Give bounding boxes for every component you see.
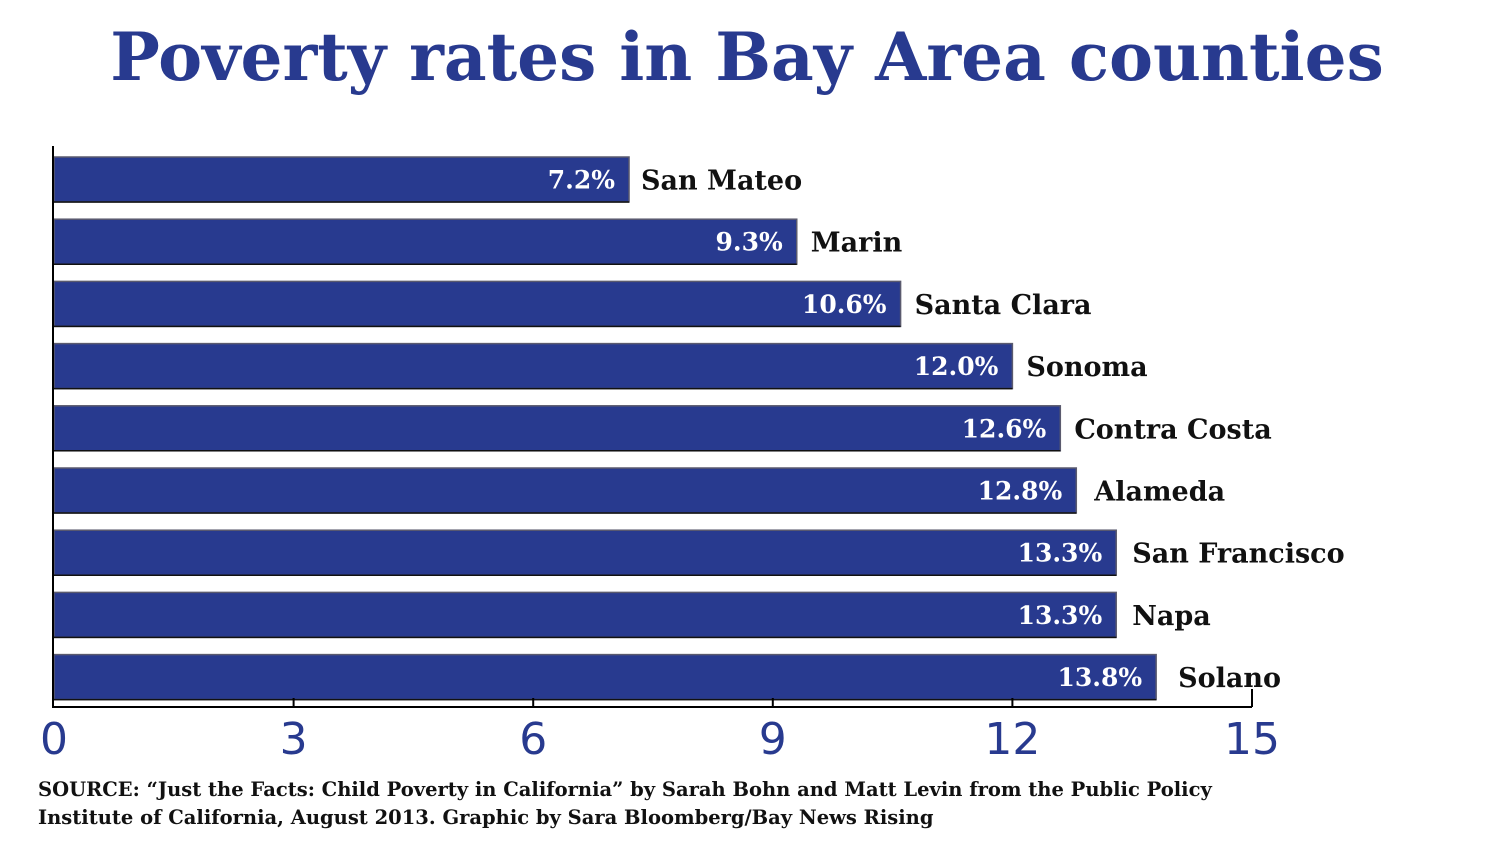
x-tick-label: 9 bbox=[759, 714, 787, 765]
x-tick-label: 3 bbox=[280, 714, 308, 765]
value-label: 12.8% bbox=[978, 477, 1063, 506]
source-line-1: SOURCE: “Just the Facts: Child Poverty i… bbox=[38, 778, 1212, 801]
bar bbox=[53, 529, 1117, 576]
category-label: Contra Costa bbox=[1074, 414, 1271, 445]
value-label: 13.3% bbox=[1018, 601, 1103, 630]
bar bbox=[53, 342, 1014, 390]
value-label: 10.6% bbox=[802, 290, 887, 319]
category-label: Santa Clara bbox=[915, 290, 1092, 321]
category-label: San Francisco bbox=[1132, 539, 1344, 570]
bar bbox=[53, 218, 798, 265]
category-label: Sonoma bbox=[1026, 352, 1147, 383]
category-label: San Mateo bbox=[641, 166, 802, 197]
category-label: Marin bbox=[811, 228, 903, 259]
value-label: 9.3% bbox=[716, 228, 783, 257]
bar bbox=[53, 156, 630, 203]
category-label: Solano bbox=[1178, 663, 1281, 694]
value-label: 12.0% bbox=[914, 352, 999, 381]
x-tick-label: 15 bbox=[1224, 714, 1280, 765]
axes-group: 0 3 6 9 12 15 bbox=[40, 146, 1280, 765]
bar bbox=[53, 653, 1157, 701]
category-label: Napa bbox=[1132, 601, 1211, 632]
value-label: 7.2% bbox=[548, 166, 615, 195]
x-tick-label: 12 bbox=[984, 714, 1040, 765]
source-line-2: Institute of California, August 2013. Gr… bbox=[38, 806, 934, 829]
bar bbox=[53, 591, 1117, 639]
bar bbox=[53, 280, 902, 328]
value-label: 13.3% bbox=[1018, 539, 1103, 568]
category-label: Alameda bbox=[1093, 477, 1225, 508]
bars-group: 7.2% San Mateo 9.3% Marin 10.6% Santa Clara 12… bbox=[53, 156, 1345, 701]
bar bbox=[53, 467, 1078, 514]
x-tick-label: 6 bbox=[519, 714, 547, 765]
value-label: 13.8% bbox=[1058, 663, 1143, 692]
source-note: SOURCE: “Just the Facts: Child Poverty i… bbox=[38, 776, 1478, 832]
value-label: 12.6% bbox=[962, 414, 1047, 443]
bar bbox=[53, 405, 1062, 452]
x-tick-label: 0 bbox=[40, 714, 68, 765]
chart-title: Poverty rates in Bay Area counties bbox=[110, 18, 1384, 96]
